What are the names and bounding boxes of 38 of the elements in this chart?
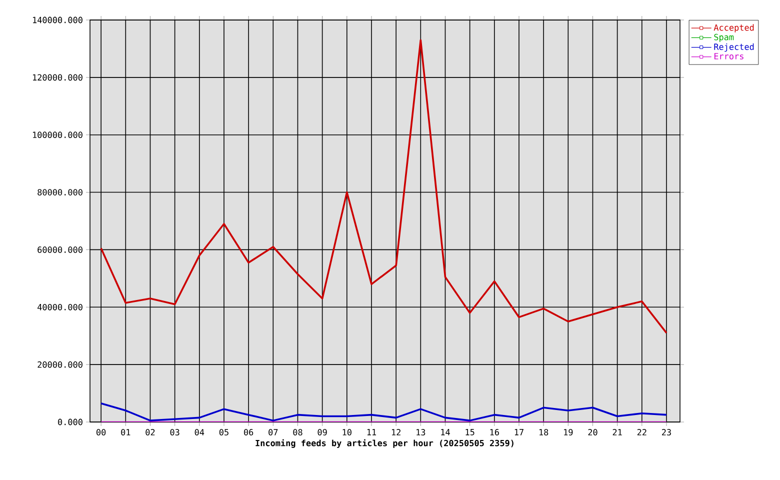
y-tick-label: 0.000 — [58, 418, 82, 426]
line-series — [100, 402, 668, 422]
y-tick-label: 120000.000 — [33, 74, 82, 81]
x-tick-label: 00 — [96, 429, 106, 436]
legend-label: Accepted — [714, 24, 754, 32]
x-tick-label: 11 — [367, 429, 376, 436]
legend-label: Spam — [714, 34, 734, 42]
x-tick-label: 21 — [612, 429, 622, 436]
legend-label: Rejected — [714, 43, 754, 52]
x-tick-label: 05 — [219, 429, 228, 436]
legend-label: Errors — [714, 53, 744, 60]
y-tick-label: 20000.000 — [38, 361, 82, 368]
y-tick-label: 140000.000 — [33, 16, 82, 24]
x-tick-label: 16 — [490, 429, 499, 436]
x-tick-label: 04 — [194, 429, 204, 436]
x-tick-label: 17 — [514, 429, 524, 436]
x-tick-label: 20 — [588, 429, 598, 436]
y-tick-label: 100000.000 — [33, 132, 82, 138]
x-tick-label: 12 — [392, 429, 400, 436]
x-axis-title: Incoming feeds by articles per hour (20250505 2359) — [256, 439, 514, 448]
x-tick-label: 09 — [318, 429, 327, 436]
x-tick-label: 07 — [268, 429, 278, 436]
x-tick-label: 03 — [170, 429, 180, 436]
x-tick-label: 13 — [416, 429, 426, 436]
x-tick-label: 01 — [121, 429, 130, 436]
x-tick-label: 14 — [441, 429, 450, 436]
y-tick-label: 80000.000 — [38, 189, 82, 196]
y-tick-label: 40000.000 — [38, 304, 82, 310]
x-tick-label: 10 — [342, 429, 352, 436]
x-tick-label: 06 — [244, 429, 254, 436]
x-tick-label: 15 — [466, 429, 474, 436]
x-tick-label: 19 — [564, 429, 573, 436]
x-tick-label: 18 — [539, 429, 548, 436]
x-tick-label: 23 — [662, 429, 671, 436]
x-tick-label: 08 — [293, 429, 302, 436]
y-tick-label: 60000.000 — [38, 246, 82, 253]
x-tick-label: 02 — [146, 429, 155, 436]
x-tick-label: 22 — [637, 429, 646, 436]
